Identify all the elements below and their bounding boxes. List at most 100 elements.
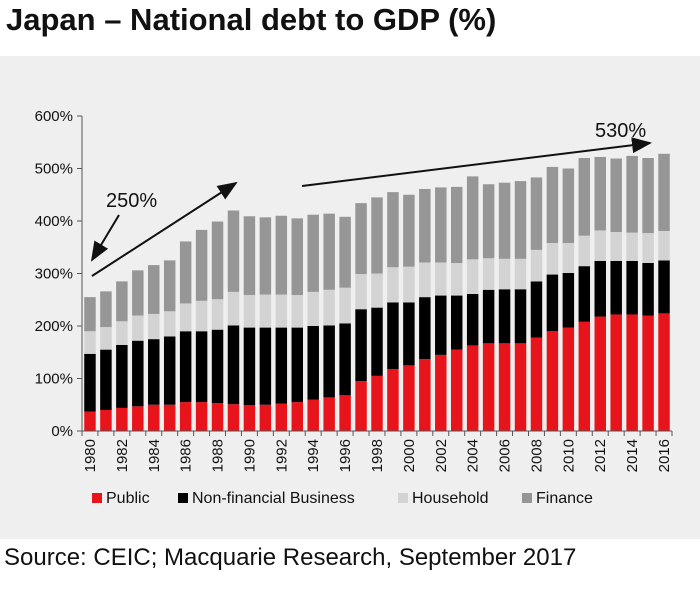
bar-segment-finance <box>211 221 224 300</box>
bar-segment-finance <box>642 158 654 234</box>
x-tick-label: 2002 <box>433 439 450 472</box>
bar-segment-public <box>323 397 335 431</box>
bar-segment-finance <box>355 203 367 275</box>
bar-segment-non-financial-business <box>355 309 367 382</box>
bar-segment-non-financial-business <box>371 307 383 376</box>
bar-segment-non-financial-business <box>243 327 256 406</box>
bar-segment-finance <box>450 186 463 263</box>
bar-segment-finance <box>514 181 527 259</box>
bar-segment-household <box>546 243 559 275</box>
bar-segment-household <box>610 232 622 261</box>
x-tick-label: 1994 <box>305 439 322 472</box>
chart-title: Japan – National debt to GDP (%) <box>6 2 497 37</box>
bar-segment-household <box>371 273 383 308</box>
bar-segment-finance <box>435 187 447 263</box>
bar-segment-non-financial-business <box>179 331 192 403</box>
bar-segment-finance <box>291 218 304 296</box>
x-tick-label: 2014 <box>624 439 641 472</box>
y-tick-label: 0% <box>51 423 73 440</box>
arrow-down-annotation <box>90 214 120 262</box>
bar-segment-household <box>84 331 96 354</box>
bar-segment-non-financial-business <box>578 266 591 322</box>
bar-segment-non-financial-business <box>626 260 638 315</box>
legend-label: Finance <box>536 490 593 507</box>
bar-segment-public <box>275 403 288 431</box>
bar-segment-household <box>275 294 288 328</box>
bar-segment-finance <box>307 214 319 292</box>
legend-label: Non-financial Business <box>192 490 355 507</box>
bar-segment-household <box>514 258 527 290</box>
bar-segment-finance <box>578 158 591 236</box>
bar-segment-non-financial-business <box>227 325 240 405</box>
bar-segment-household <box>132 315 144 341</box>
y-tick-label: 500% <box>35 161 73 178</box>
bar-segment-household <box>179 303 192 332</box>
bar-segment-finance <box>116 281 128 322</box>
bar-segment-household <box>100 327 112 350</box>
bar-segment-finance <box>84 297 96 332</box>
bar-segment-public <box>546 331 559 431</box>
bar-segment-household <box>403 266 415 303</box>
x-tick-label: 1988 <box>210 439 227 472</box>
bar-segment-non-financial-business <box>435 295 447 355</box>
bar-segment-non-financial-business <box>291 327 304 403</box>
bar-segment-household <box>482 258 495 290</box>
bar-segment-household <box>195 300 208 332</box>
bar-segment-public <box>387 369 399 431</box>
source-note: Source: CEIC; Macquarie Research, Septem… <box>4 544 577 571</box>
bar-segment-household <box>355 274 367 310</box>
bar-segment-non-financial-business <box>84 353 96 412</box>
bar-segment-non-financial-business <box>403 302 415 366</box>
annotation-label-530: 530% <box>595 120 646 142</box>
bar-segment-finance <box>562 168 575 244</box>
bar-segment-public <box>403 365 415 431</box>
bar-segment-public <box>132 406 144 431</box>
bar-segment-public <box>355 381 367 431</box>
bar-segment-household <box>594 230 606 261</box>
bar-segment-non-financial-business <box>610 260 622 315</box>
y-tick-label: 200% <box>35 318 73 335</box>
bar-segment-public <box>530 337 543 431</box>
bar-segment-public <box>371 375 383 431</box>
bar-segment-non-financial-business <box>163 336 176 405</box>
bar-segment-non-financial-business <box>275 327 288 404</box>
bar-segment-public <box>419 359 431 431</box>
bar-segment-household <box>658 230 670 261</box>
x-tick-label: 1990 <box>241 439 258 472</box>
bar-segment-household <box>562 243 575 273</box>
bar-segment-non-financial-business <box>116 344 128 408</box>
bar-segment-non-financial-business <box>132 340 144 407</box>
arrow-up-annotation <box>91 181 238 277</box>
bar-segment-non-financial-business <box>450 295 463 350</box>
x-tick-label: 2016 <box>656 439 673 472</box>
x-tick-label: 1982 <box>114 439 131 472</box>
bar-segment-public <box>498 343 511 431</box>
bar-segment-finance <box>323 213 335 290</box>
bar-segment-public <box>658 313 670 431</box>
stacked-bar-chart: 0% 100% 200% 300% 400% 500% 600% 1980 1982 1984 19… <box>35 108 673 507</box>
bar-segment-finance <box>419 188 431 263</box>
bar-segment-public <box>100 410 112 431</box>
legend-swatch <box>398 493 408 503</box>
bar-segment-non-financial-business <box>307 326 319 400</box>
bar-segment-public <box>435 354 447 431</box>
bar-segment-public <box>243 405 256 431</box>
arrow-long-annotation <box>301 137 652 187</box>
bar-segment-public <box>148 404 160 431</box>
bar-segment-household <box>163 311 176 337</box>
bar-segment-public <box>482 343 495 431</box>
bar-segment-finance <box>371 197 383 274</box>
legend-swatch <box>178 493 188 503</box>
bar-segment-household <box>530 249 543 282</box>
bar-segment-public <box>514 343 527 431</box>
x-tick-label: 2006 <box>497 439 514 472</box>
bar-segment-household <box>450 263 463 296</box>
bar-segment-public <box>195 402 208 431</box>
x-tick-label: 1986 <box>178 439 195 472</box>
bar-segment-finance <box>482 184 495 259</box>
bar-segment-household <box>259 294 272 328</box>
bar-segment-public <box>84 411 96 431</box>
y-tick-label: 100% <box>35 371 73 388</box>
bar-segment-public <box>626 314 638 431</box>
bar-segment-household <box>466 259 479 294</box>
